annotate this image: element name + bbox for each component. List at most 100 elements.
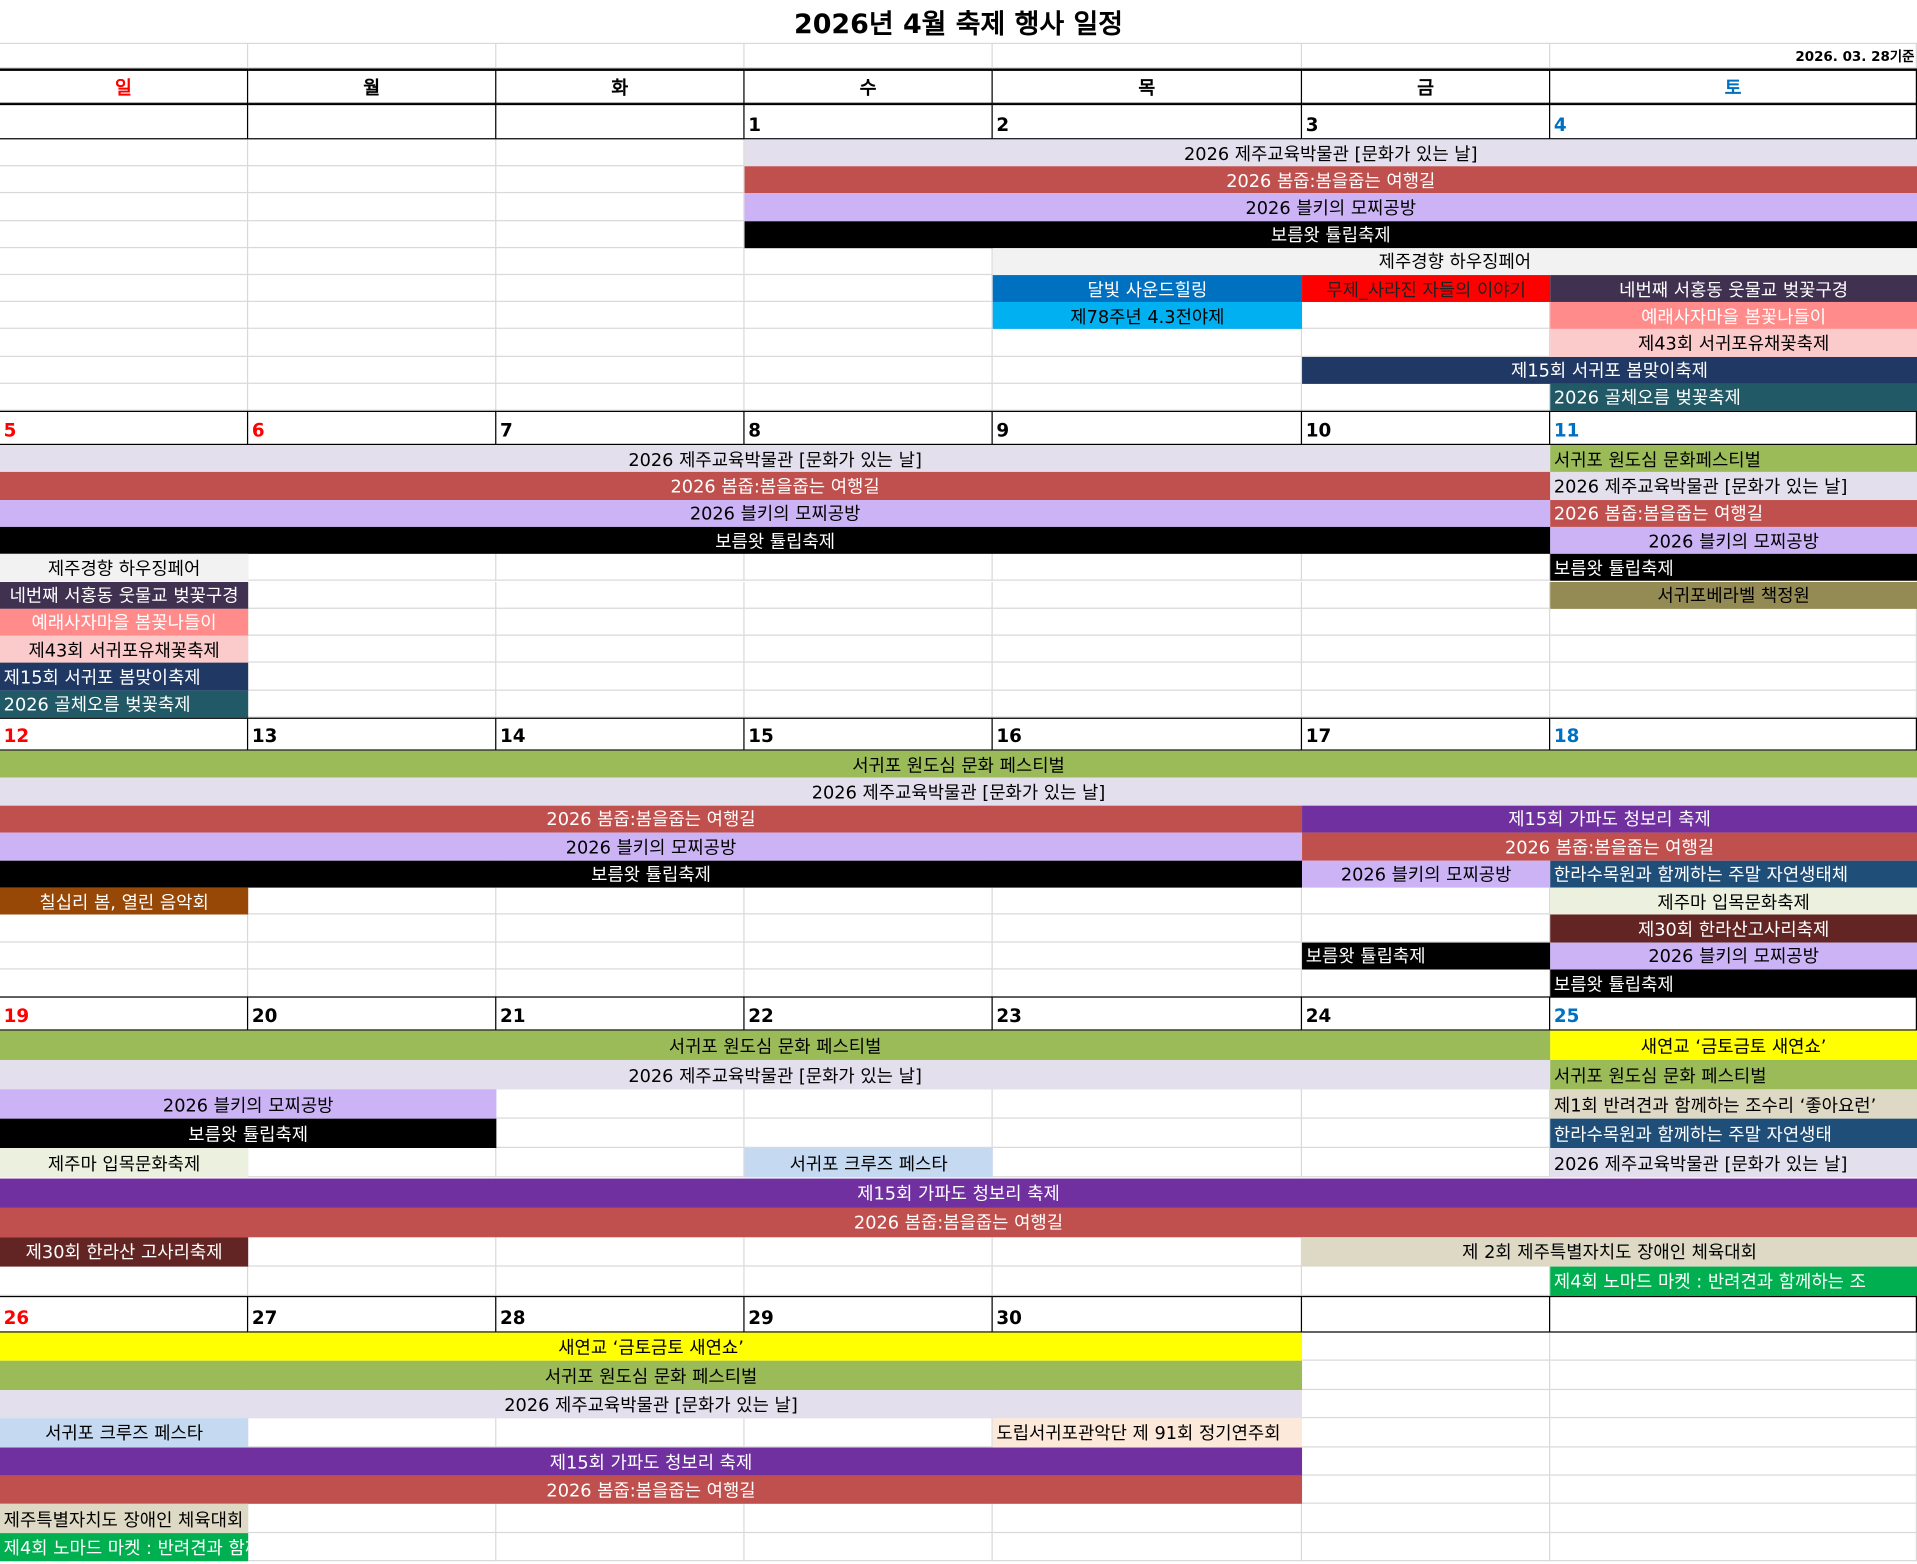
grid-cell	[1550, 1332, 1917, 1362]
grid-cell	[248, 914, 497, 943]
grid-cell	[744, 969, 993, 998]
grid-cell	[248, 247, 497, 276]
grid-cell	[0, 329, 249, 357]
event-bar: 서귀포 원도심 문화 페스티벌	[0, 1361, 1303, 1390]
grid-cell	[992, 1236, 1303, 1267]
grid-cell	[248, 1532, 497, 1562]
event-bar: 제주경향 하우징페어	[992, 247, 1917, 276]
day-number: 18	[1550, 717, 1917, 751]
event-bar: 서귀포베라벨 책정원	[1550, 581, 1917, 609]
grid-cell	[248, 356, 497, 384]
grid-cell	[496, 356, 745, 384]
day-number: 15	[744, 717, 993, 751]
grid-cell	[248, 329, 497, 357]
grid-cell	[0, 356, 249, 384]
grid-cell	[496, 690, 745, 718]
grid-cell	[1550, 1389, 1917, 1419]
grid-cell	[496, 1236, 745, 1267]
grid-cell	[0, 220, 249, 248]
grid-cell	[744, 554, 993, 582]
as-of-date: 2026. 03. 28기준	[1795, 48, 1915, 65]
grid-cell	[992, 1089, 1303, 1120]
event-bar: 2026 블키의 모찌공방	[1550, 526, 1917, 555]
day-number: 3	[1302, 103, 1551, 140]
event-bar: 2026 블키의 모찌공방	[0, 499, 1551, 527]
event-bar: 네번째 서홍동 웃물교 벚꽃구경	[0, 581, 249, 609]
grid-cell	[1302, 1148, 1551, 1178]
grid-cell	[1550, 1361, 1917, 1390]
event-bar: 서귀포 원도심 문화페스티벌	[1550, 445, 1917, 473]
event-bar: 제15회 가파도 청보리 축제	[0, 1177, 1917, 1208]
grid-cell	[744, 942, 993, 970]
weekday-header: 토	[1550, 68, 1917, 104]
grid-cell	[1302, 1475, 1551, 1505]
grid-cell	[0, 1266, 249, 1296]
grid-cell	[744, 1266, 993, 1296]
grid-cell	[744, 887, 993, 915]
grid-cell	[992, 914, 1303, 943]
grid-cell	[992, 942, 1303, 970]
event-bar: 제주경향 하우징페어	[0, 554, 249, 582]
grid-cell	[496, 942, 745, 970]
grid-cell	[992, 554, 1303, 582]
grid-cell	[1302, 44, 1551, 69]
weekday-header: 월	[248, 68, 497, 104]
grid-cell	[744, 914, 993, 943]
grid-cell	[248, 690, 497, 718]
grid-cell	[0, 275, 249, 303]
grid-cell	[992, 1504, 1303, 1533]
grid-cell	[1550, 690, 1917, 718]
event-bar: 2026 블키의 모찌공방	[744, 193, 1917, 221]
event-bar: 2026 봄줍:봄을줍는 여행길	[0, 1475, 1303, 1505]
grid-cell	[496, 635, 745, 664]
event-bar: 보름왓 튤립축제	[1550, 969, 1917, 998]
grid-cell	[496, 1504, 745, 1533]
grid-cell	[1302, 1332, 1551, 1362]
day-number: 2	[992, 103, 1303, 140]
weekday-header: 목	[992, 68, 1303, 104]
weekday-header: 수	[744, 68, 993, 104]
grid-cell	[0, 139, 249, 167]
event-bar: 2026 골체오름 벚꽃축제	[0, 690, 249, 718]
grid-cell	[496, 554, 745, 582]
grid-cell	[248, 383, 497, 411]
grid-cell	[496, 44, 745, 69]
day-number: 9	[992, 410, 1303, 446]
grid-cell	[1550, 663, 1917, 691]
day-number: 24	[1302, 996, 1551, 1031]
grid-cell	[0, 302, 249, 330]
grid-cell	[992, 663, 1303, 691]
grid-cell	[1550, 1447, 1917, 1476]
grid-cell	[496, 581, 745, 609]
day-number: 1	[744, 103, 993, 140]
event-bar: 서귀포 크루즈 페스타	[744, 1148, 993, 1178]
grid-cell	[248, 554, 497, 582]
grid-cell	[496, 1418, 745, 1448]
grid-cell	[496, 914, 745, 943]
day-number	[248, 103, 497, 140]
grid-cell	[744, 356, 993, 384]
event-bar: 제 2회 제주특별자치도 장애인 체육대회	[1302, 1236, 1917, 1267]
event-bar: 2026 제주교육박물관 [문화가 있는 날]	[1550, 472, 1917, 500]
grid-cell	[1550, 1418, 1917, 1448]
weekday-header: 화	[496, 68, 745, 104]
grid-cell	[744, 635, 993, 664]
grid-cell	[744, 383, 993, 411]
event-bar: 보름왓 튤립축제	[744, 220, 1917, 248]
grid-cell	[1302, 1266, 1551, 1296]
event-bar: 새연교 ‘금토금토 새연쇼’	[0, 1332, 1303, 1362]
event-bar: 2026 제주교육박물관 [문화가 있는 날]	[0, 1389, 1303, 1419]
event-bar: 2026 블키의 모찌공방	[1302, 860, 1551, 888]
day-number: 23	[992, 996, 1303, 1031]
event-bar: 제주마 입목문화축제	[0, 1148, 249, 1178]
grid-cell	[1302, 1504, 1551, 1533]
grid-cell	[0, 942, 249, 970]
grid-cell	[248, 1266, 497, 1296]
event-bar: 네번째 서홍동 웃물교 벚꽃구경	[1550, 275, 1917, 303]
weekday-header: 일	[0, 68, 249, 104]
grid-cell	[0, 383, 249, 411]
grid-cell	[744, 1089, 993, 1120]
day-number	[1302, 1295, 1551, 1333]
event-bar: 제15회 서귀포 봄맞이축제	[0, 663, 249, 691]
grid-cell	[1550, 1475, 1917, 1505]
